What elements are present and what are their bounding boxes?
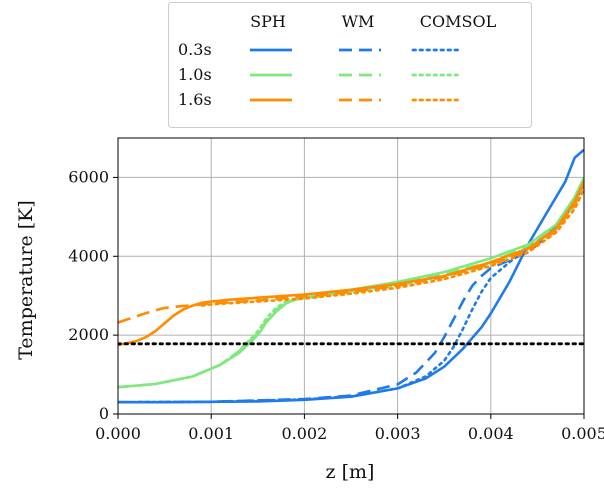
x-tick-label: 0.001 <box>188 424 234 443</box>
x-axis-label: z [m] <box>326 461 375 483</box>
series-1_6s-sph <box>118 180 584 347</box>
y-tick-label: 4000 <box>68 246 109 265</box>
x-tick-label: 0.002 <box>281 424 327 443</box>
series-lines <box>118 148 584 404</box>
x-tick-label: 0.005 <box>561 424 604 443</box>
x-tick-label: 0.003 <box>375 424 421 443</box>
y-tick-label: 0 <box>99 404 109 423</box>
x-tick-label: 0.004 <box>468 424 514 443</box>
series-1_0s-wm <box>118 178 584 389</box>
x-tick-label: 0.000 <box>95 424 141 443</box>
legend-column-header: COMSOL <box>420 12 497 31</box>
legend-row-label: 0.3s <box>178 40 212 59</box>
series-1_0s-sph <box>118 176 584 389</box>
grid <box>117 138 585 415</box>
legend-row-label: 1.0s <box>178 65 212 84</box>
plot-frame <box>117 137 585 415</box>
y-tick-label: 2000 <box>68 325 109 344</box>
axes: 0.000 0.001 0.002 0.003 0.004 0.005 0 2000 4000 6… <box>68 137 604 443</box>
series-1_6s-comsol <box>200 188 584 307</box>
series-1_0s-comsol <box>118 180 584 389</box>
y-tick-label: 6000 <box>68 167 109 186</box>
legend-column-header: SPH <box>250 12 286 31</box>
y-axis-label: Temperature [K] <box>15 200 37 360</box>
legend-row-label: 1.6s <box>178 90 212 109</box>
series-0_3s-sph <box>118 148 584 404</box>
legend-column-header: WM <box>342 12 375 31</box>
legend-box <box>168 2 532 128</box>
legend: SPH WM COMSOL 0.3s 1.0s 1.6s <box>168 2 532 128</box>
